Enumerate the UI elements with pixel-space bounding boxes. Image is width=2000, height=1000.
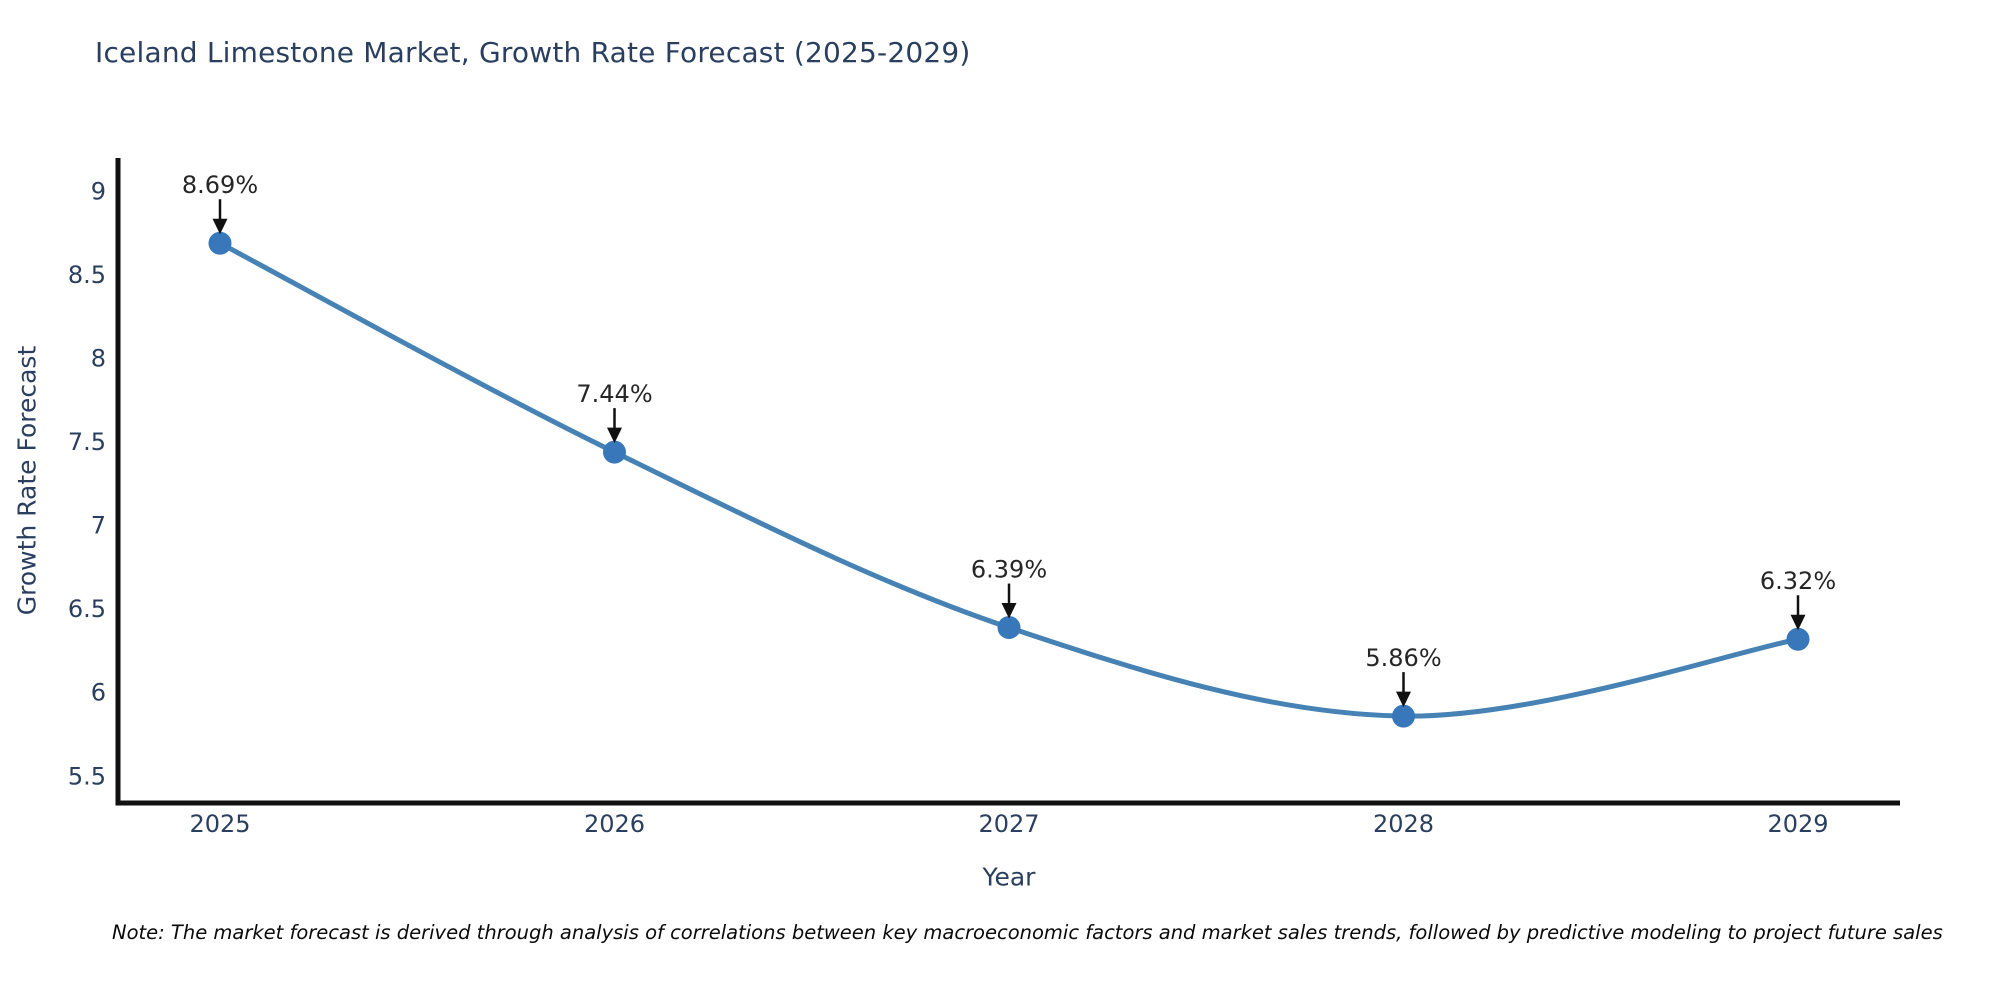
y-tick-label: 6 — [91, 679, 106, 707]
x-tick-label: 2026 — [584, 810, 645, 838]
footnote-text: Note: The market forecast is derived thr… — [112, 921, 1943, 944]
data-point-marker — [603, 440, 626, 464]
y-tick-label: 6.5 — [68, 595, 106, 623]
data-point-marker — [997, 616, 1021, 640]
chart-title: Iceland Limestone Market, Growth Rate Fo… — [95, 36, 971, 69]
data-point-marker — [208, 231, 232, 255]
y-tick-label: 7 — [91, 512, 106, 540]
y-tick-label: 9 — [91, 177, 106, 205]
y-tick-label: 8 — [91, 345, 106, 373]
x-tick-label: 2027 — [978, 810, 1039, 838]
x-tick-label: 2029 — [1767, 810, 1828, 838]
annotation-arrowhead-icon — [1001, 603, 1017, 619]
y-tick-label: 7.5 — [68, 428, 106, 456]
annotation-arrowhead-icon — [607, 427, 622, 444]
data-point-label: 6.32% — [1760, 567, 1836, 595]
x-axis-title: Year — [982, 863, 1037, 892]
data-point-label: 5.86% — [1365, 644, 1441, 672]
data-point-label: 8.69% — [182, 171, 258, 199]
annotation-arrowhead-icon — [1790, 614, 1806, 631]
annotation-arrowhead-icon — [1396, 691, 1411, 708]
data-point-label: 7.44% — [576, 380, 652, 408]
y-axis-title: Growth Rate Forecast — [13, 346, 42, 616]
annotation-arrowhead-icon — [212, 218, 228, 235]
y-tick-label: 5.5 — [68, 762, 106, 790]
data-point-marker — [1392, 704, 1415, 728]
trend-line — [217, 240, 1801, 719]
x-tick-label: 2025 — [189, 810, 250, 838]
x-tick-label: 2028 — [1373, 810, 1434, 838]
data-point-label: 6.39% — [971, 556, 1047, 584]
data-point-marker — [1786, 627, 1810, 651]
y-tick-label: 8.5 — [68, 261, 106, 289]
